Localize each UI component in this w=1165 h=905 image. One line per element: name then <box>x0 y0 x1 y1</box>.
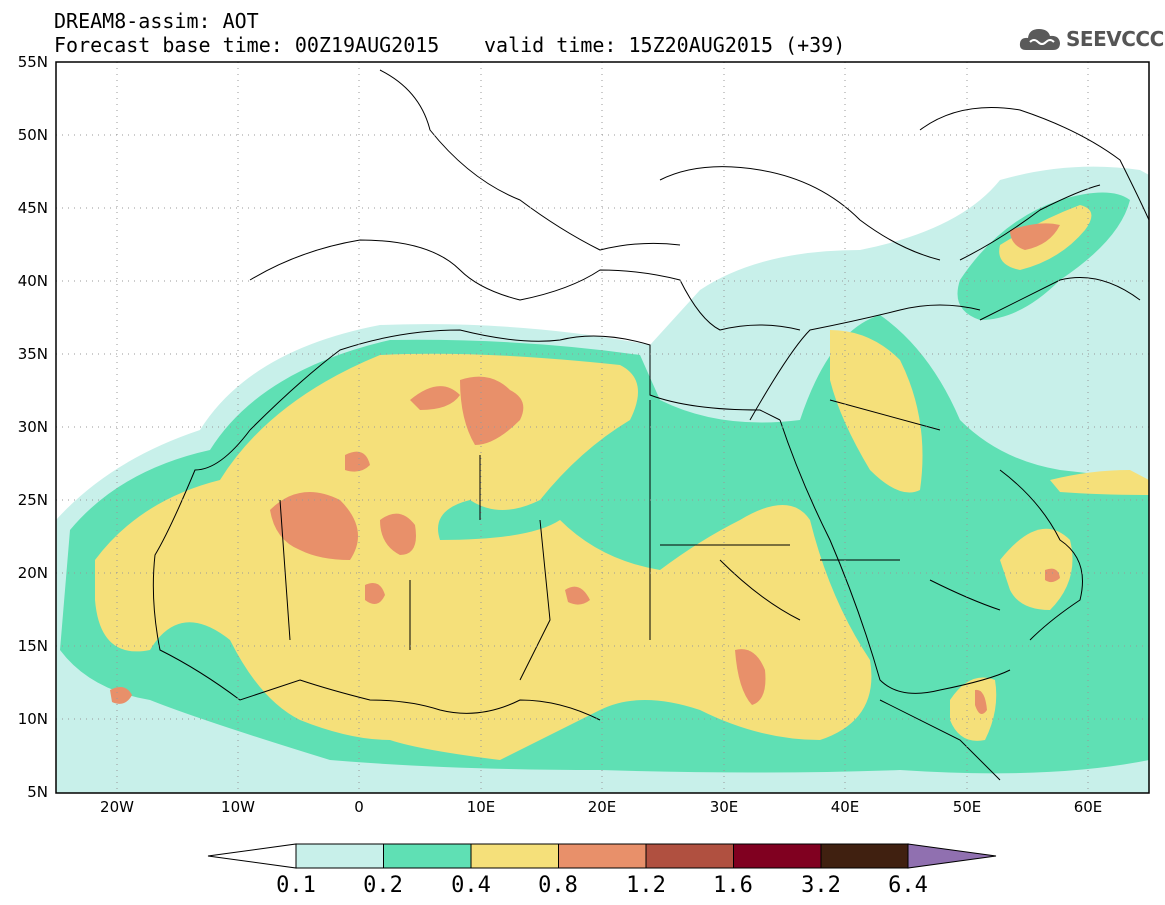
valid-time: valid time: 15Z20AUG2015 (+39) <box>484 33 846 57</box>
latitude-labels: 55N 50N 45N 40N 35N 30N 25N 20N 15N 10N … <box>18 53 48 801</box>
seevccc-logo: SEEVCCC <box>1018 22 1164 56</box>
lon-label: 10W <box>221 798 255 816</box>
lat-label: 40N <box>18 272 48 290</box>
colorbar: 0.1 0.2 0.4 0.8 1.2 1.6 3.2 6.4 <box>207 843 997 898</box>
colorbar-over-triangle <box>907 843 997 869</box>
colorbar-box <box>558 843 647 869</box>
colorbar-label: 6.4 <box>888 873 928 898</box>
map-title: DREAM8-assim: AOT <box>54 9 259 33</box>
coastlines-and-borders <box>152 69 1149 781</box>
aot-band-0.8 <box>110 223 1060 714</box>
colorbar-label: 0.1 <box>276 873 316 898</box>
map-frame <box>55 61 1150 794</box>
graticule <box>56 62 1149 793</box>
colorbar-under-triangle <box>207 843 297 869</box>
aot-band-0.4 <box>95 205 1149 760</box>
colorbar-label: 0.8 <box>538 873 578 898</box>
colorbar-label: 1.2 <box>626 873 666 898</box>
colorbar-label: 0.2 <box>363 873 403 898</box>
lat-label: 5N <box>27 783 48 801</box>
forecast-base-time: Forecast base time: 00Z19AUG2015 <box>54 33 440 57</box>
lat-label: 35N <box>18 345 48 363</box>
lon-label: 0 <box>354 798 364 816</box>
colorbar-label: 0.4 <box>451 873 491 898</box>
colorbar-box <box>383 843 472 869</box>
lon-label: 20W <box>100 798 134 816</box>
cloud-logo-icon <box>1019 29 1060 50</box>
lon-label: 30E <box>710 798 739 816</box>
lat-label: 50N <box>18 126 48 144</box>
logo-text: SEEVCCC <box>1066 27 1164 51</box>
colorbar-box <box>295 843 384 869</box>
colorbar-box <box>645 843 734 869</box>
aot-field <box>56 166 1149 793</box>
lat-label: 25N <box>18 491 48 509</box>
lat-label: 55N <box>18 53 48 71</box>
lat-label: 20N <box>18 564 48 582</box>
lon-label: 40E <box>831 798 860 816</box>
lat-label: 10N <box>18 710 48 728</box>
lat-label: 30N <box>18 418 48 436</box>
lat-label: 15N <box>18 637 48 655</box>
lon-label: 50E <box>953 798 982 816</box>
colorbar-box <box>820 843 909 869</box>
lon-label: 20E <box>588 798 617 816</box>
longitude-labels: 20W 10W 0 10E 20E 30E 40E 50E 60E <box>100 798 1102 816</box>
lon-label: 60E <box>1074 798 1103 816</box>
lon-label: 10E <box>467 798 496 816</box>
lat-label: 45N <box>18 199 48 217</box>
colorbar-box <box>470 843 559 869</box>
colorbar-box <box>733 843 822 869</box>
colorbar-label: 3.2 <box>801 873 841 898</box>
colorbar-label: 1.6 <box>713 873 753 898</box>
